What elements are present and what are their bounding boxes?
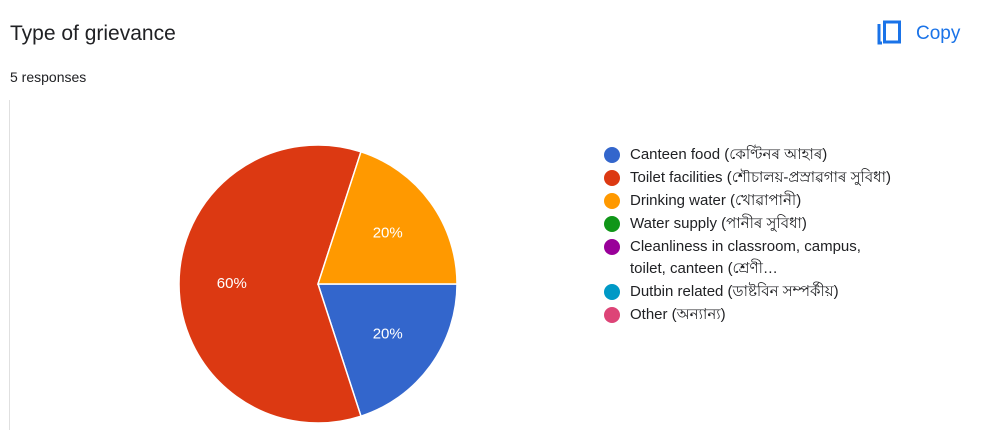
- response-count: 5 responses: [10, 69, 87, 85]
- legend-label: Water supply (পানীৰ সুবিধা): [630, 215, 807, 232]
- legend-label: Dutbin related (ডাষ্টবিন সম্পৰ্কীয়): [630, 283, 839, 300]
- legend-label: Canteen food (কেণ্টিনৰ আহাৰ): [630, 146, 828, 163]
- legend-item: Drinking water (খোৱাপানী): [604, 190, 904, 212]
- pie-chart: 20% 60% 20%: [178, 144, 458, 424]
- legend-swatch: [604, 307, 620, 323]
- legend-item: Dutbin related (ডাষ্টবিন সম্পৰ্কীয়): [604, 281, 904, 303]
- slice-label: 20%: [373, 224, 403, 241]
- legend-swatch: [604, 193, 620, 209]
- copy-icon: [877, 20, 901, 45]
- legend-item: Canteen food (কেণ্টিনৰ আহাৰ): [604, 144, 904, 166]
- copy-label: Copy: [916, 23, 961, 44]
- legend-item: Cleanliness in classroom, campus, toilet…: [604, 236, 904, 280]
- legend: Canteen food (কেণ্টিনৰ আহাৰ) Toilet facil…: [604, 144, 904, 327]
- legend-item: Water supply (পানীৰ সুবিধা): [604, 213, 904, 235]
- pie-slice: [316, 283, 458, 418]
- legend-label: Toilet facilities (শৌচালয়-প্ৰস্ৰাৱগাৰ স…: [630, 169, 891, 186]
- legend-swatch: [604, 216, 620, 232]
- legend-item: Other (অন্যান্য): [604, 304, 904, 326]
- copy-button[interactable]: Copy: [876, 20, 960, 48]
- legend-swatch: [604, 239, 620, 255]
- slice-label: 20%: [373, 326, 403, 343]
- pie-slice: [316, 150, 458, 285]
- legend-label: Drinking water (খোৱাপানী): [630, 192, 802, 209]
- legend-label: Cleanliness in classroom, campus, toilet…: [630, 238, 861, 277]
- legend-swatch: [604, 170, 620, 186]
- slice-label: 60%: [217, 275, 247, 292]
- chart-title: Type of grievance: [10, 22, 176, 45]
- legend-item: Toilet facilities (শৌচালয়-প্ৰস্ৰাৱগাৰ স…: [604, 167, 904, 189]
- pie-slice: [178, 144, 362, 424]
- legend-swatch: [604, 147, 620, 163]
- legend-swatch: [604, 284, 620, 300]
- divider: [9, 100, 10, 430]
- legend-label: Other (অন্যান্য): [630, 306, 726, 323]
